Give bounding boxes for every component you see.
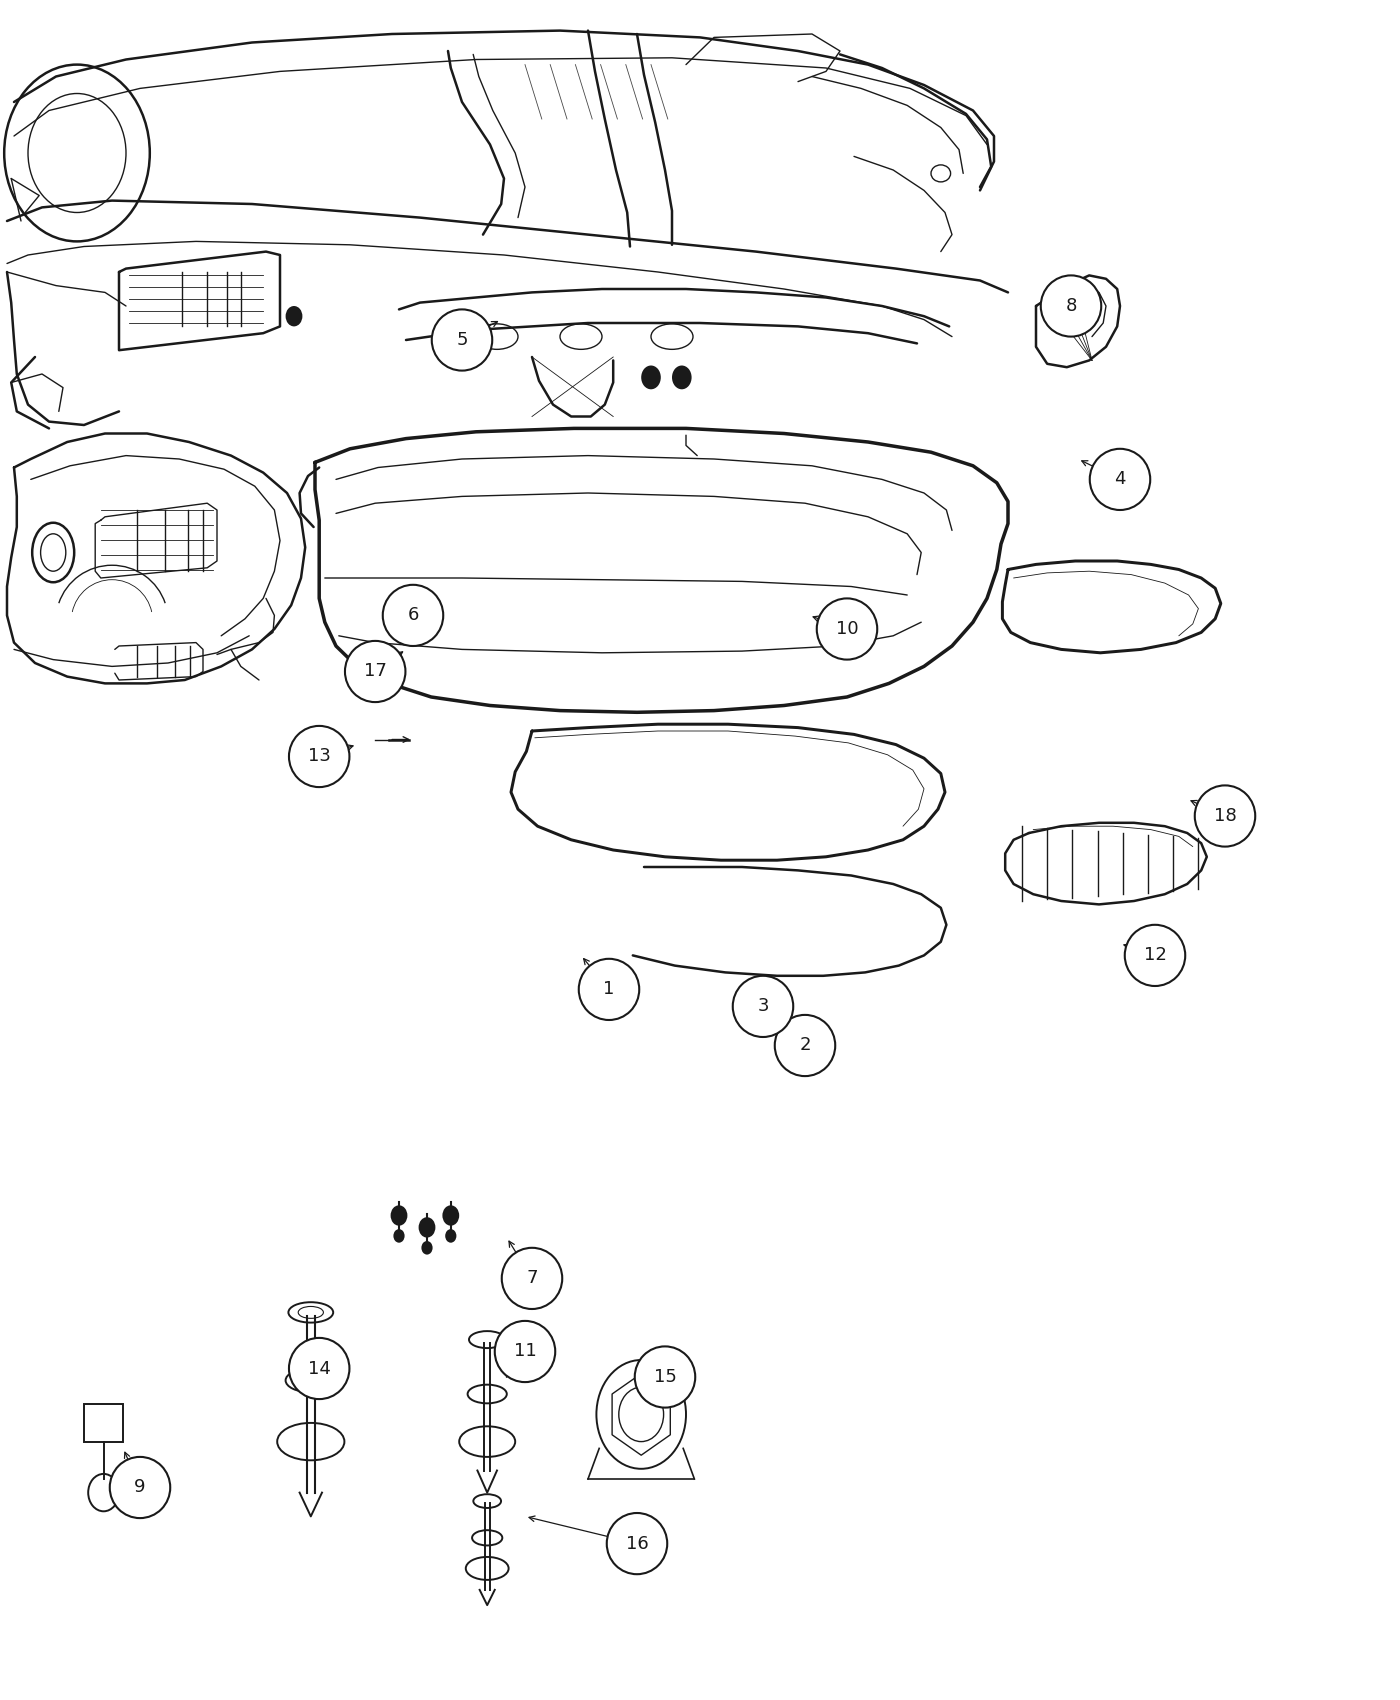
- Text: 12: 12: [1144, 947, 1166, 964]
- Ellipse shape: [501, 1248, 563, 1309]
- Text: 7: 7: [526, 1270, 538, 1287]
- Text: 6: 6: [407, 607, 419, 624]
- Text: 13: 13: [308, 748, 330, 765]
- Circle shape: [419, 1217, 435, 1238]
- Ellipse shape: [431, 309, 493, 371]
- Ellipse shape: [578, 959, 640, 1020]
- Circle shape: [391, 1205, 407, 1226]
- Bar: [84, 1404, 123, 1442]
- Text: 17: 17: [364, 663, 386, 680]
- Ellipse shape: [1089, 449, 1151, 510]
- Ellipse shape: [606, 1513, 668, 1574]
- Text: 15: 15: [654, 1368, 676, 1385]
- Circle shape: [393, 1229, 405, 1243]
- Circle shape: [421, 1241, 433, 1255]
- Text: 8: 8: [1065, 298, 1077, 314]
- Text: 4: 4: [1114, 471, 1126, 488]
- Text: 3: 3: [757, 998, 769, 1015]
- Text: 14: 14: [308, 1360, 330, 1377]
- Ellipse shape: [288, 726, 350, 787]
- Text: 11: 11: [514, 1343, 536, 1360]
- Circle shape: [672, 366, 692, 389]
- Ellipse shape: [634, 1346, 696, 1408]
- Text: 16: 16: [626, 1535, 648, 1552]
- Ellipse shape: [1040, 275, 1102, 337]
- Circle shape: [442, 1205, 459, 1226]
- Circle shape: [286, 306, 302, 326]
- Circle shape: [641, 366, 661, 389]
- Text: 10: 10: [836, 620, 858, 638]
- Text: 1: 1: [603, 981, 615, 998]
- Text: 9: 9: [134, 1479, 146, 1496]
- Circle shape: [445, 1229, 456, 1243]
- Ellipse shape: [382, 585, 444, 646]
- Ellipse shape: [344, 641, 406, 702]
- Text: 2: 2: [799, 1037, 811, 1054]
- Ellipse shape: [732, 976, 794, 1037]
- Ellipse shape: [816, 598, 878, 660]
- Ellipse shape: [288, 1338, 350, 1399]
- Ellipse shape: [1194, 785, 1256, 847]
- Ellipse shape: [1124, 925, 1186, 986]
- Text: 18: 18: [1214, 808, 1236, 824]
- Ellipse shape: [494, 1321, 556, 1382]
- Ellipse shape: [774, 1015, 836, 1076]
- Text: 5: 5: [456, 332, 468, 348]
- Ellipse shape: [109, 1457, 171, 1518]
